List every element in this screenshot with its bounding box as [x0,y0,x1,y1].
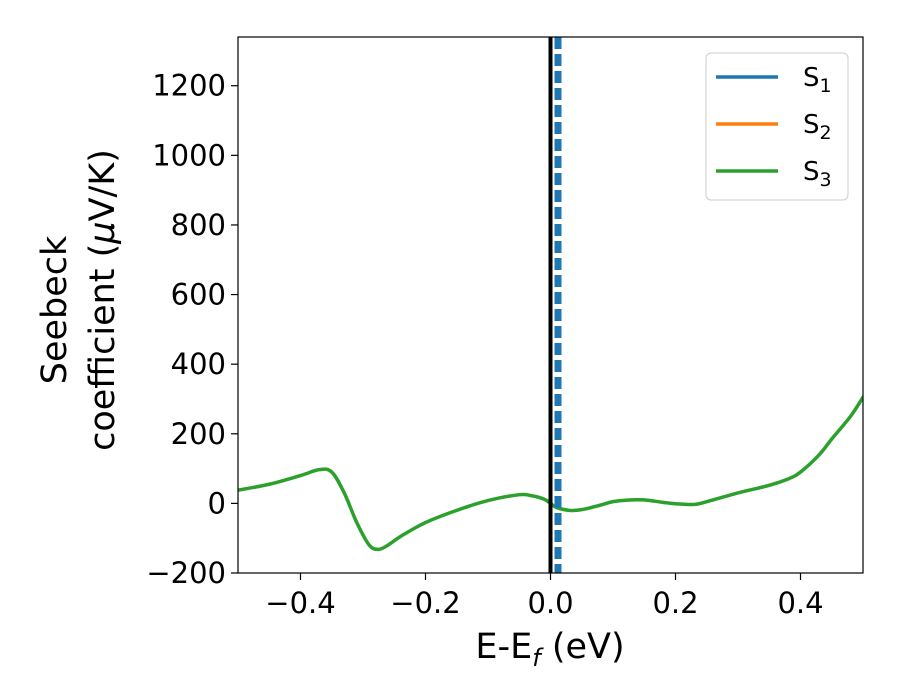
x-axis: −0.4 −0.2 0.0 0.2 0.4 [265,573,824,620]
legend-label-s3: S3 [803,157,832,191]
legend-label-s1: S1 [803,63,832,97]
y-tick-label: 800 [171,208,226,242]
y-tick-label: 0 [208,486,226,520]
x-tick-label: 0.0 [527,586,573,620]
plot-area [238,37,863,573]
x-tick-label: 0.4 [777,586,823,620]
x-tick-label: 0.2 [652,586,698,620]
y-tick-label: −200 [146,556,226,590]
x-tick-label: −0.4 [265,586,335,620]
legend-label-s2: S2 [803,110,832,144]
y-tick-label: 200 [171,417,226,451]
y-axis-title-line2: coefficient (μV/K) [83,149,123,451]
x-tick-label: −0.2 [390,586,460,620]
y-tick-label: 1000 [152,138,226,172]
y-axis-title-line1: Seebeck [35,235,75,384]
legend: S1 S2 S3 [705,52,849,201]
y-tick-label: 1200 [152,69,226,103]
y-axis: −200 0 200 400 600 800 1000 1200 [146,69,238,590]
y-tick-label: 600 [171,278,226,312]
y-axis-title: Seebeck coefficient (μV/K) [35,149,123,451]
x-axis-title: E-Ef (eV) [475,627,624,672]
y-tick-label: 400 [171,347,226,381]
legend-box [705,52,849,201]
